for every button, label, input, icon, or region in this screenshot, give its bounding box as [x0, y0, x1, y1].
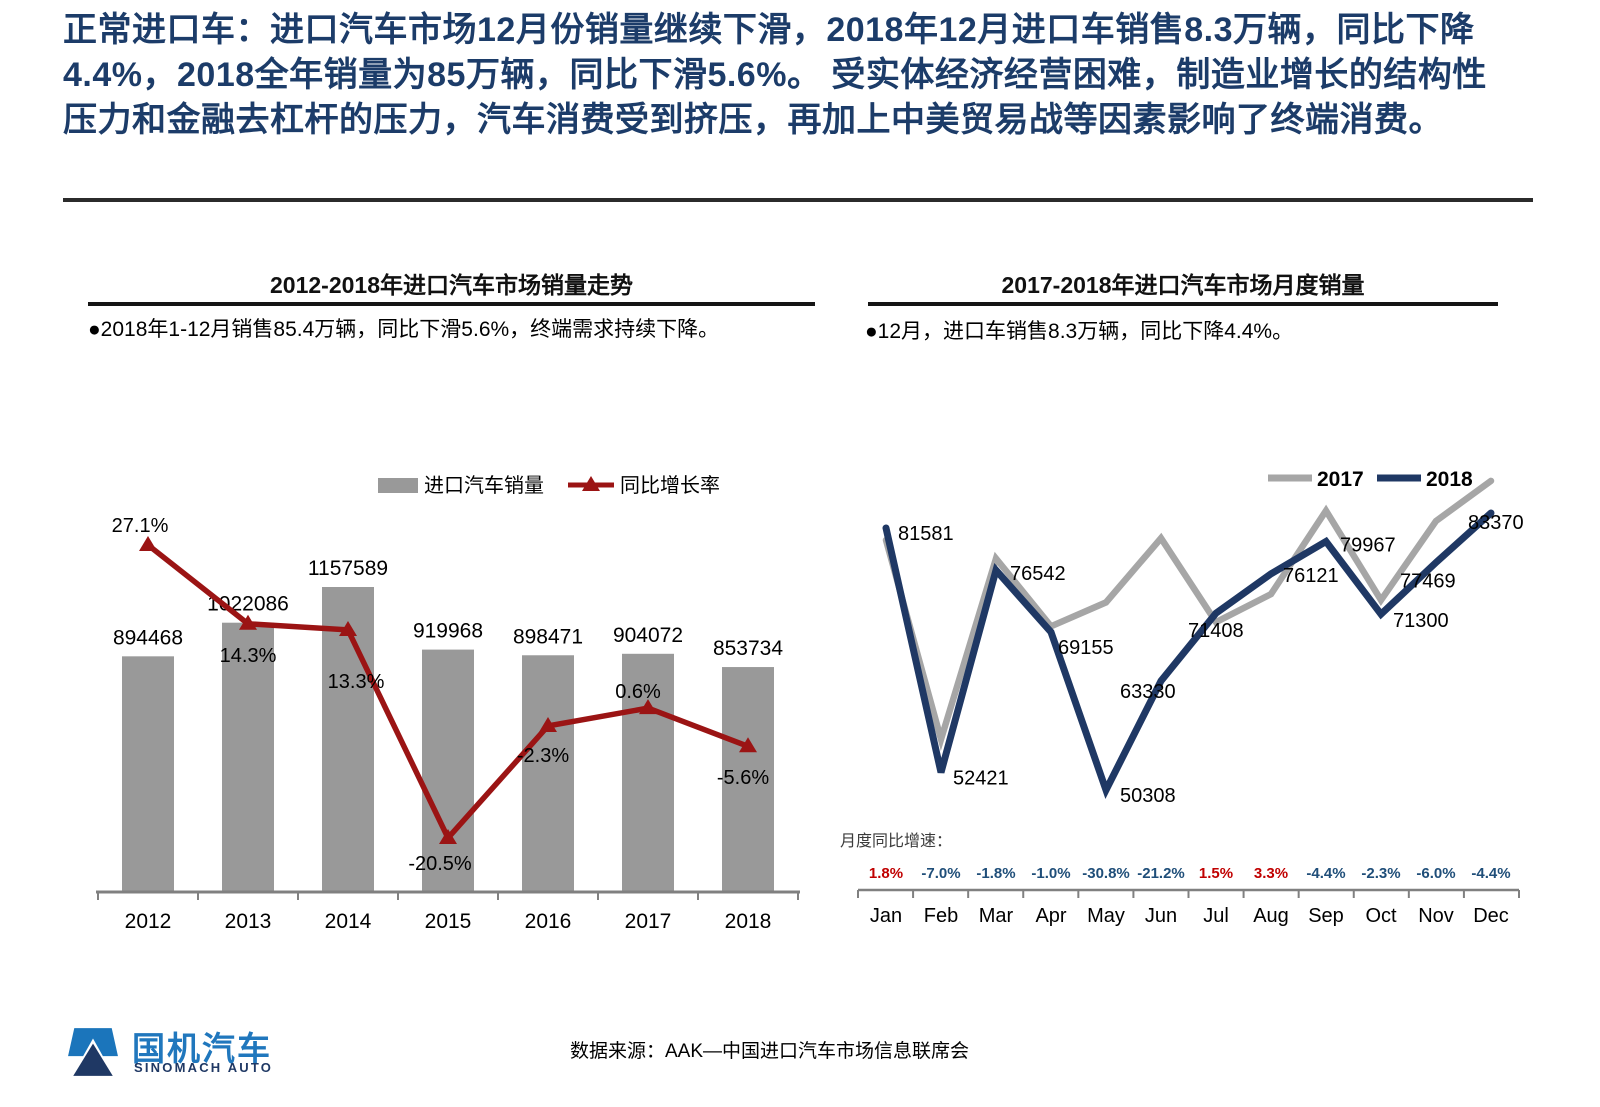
x-axis-month-label: Apr — [1035, 905, 1066, 927]
yoy-pct-label: -6.0% — [1416, 865, 1455, 882]
data-label-2018: 63330 — [1120, 681, 1176, 703]
yoy-row-title: 月度同比增速： — [840, 832, 952, 850]
data-label-2018: 76121 — [1283, 565, 1339, 587]
monthly-chart-title: 2017-2018年进口汽车市场月度销量 — [1001, 272, 1365, 298]
data-label-2018: 76542 — [1010, 563, 1066, 585]
x-axis-year-label: 2013 — [225, 910, 272, 933]
data-label-2018: 52421 — [953, 767, 1009, 789]
legend-bar-label: 进口汽车销量 — [424, 474, 544, 497]
bar-value-label: 898471 — [513, 625, 583, 648]
growth-line-marker — [539, 716, 557, 732]
yoy-pct-label: -30.8% — [1082, 865, 1130, 882]
bar-value-label: 904072 — [613, 624, 683, 647]
data-label-2018: 69155 — [1058, 637, 1114, 659]
bar-2014 — [322, 587, 374, 892]
monthly-sales-chart: 2017 2018 81581 52421 76542 69155 50308 63330 71… — [820, 440, 1560, 940]
monthly-chart-bullet: ●12月，进口车销售8.3万辆，同比下降4.4%。 — [865, 320, 1294, 343]
bar-2012 — [122, 656, 174, 892]
growth-pct-label: -20.5% — [408, 853, 472, 875]
bar-2016 — [522, 655, 574, 892]
growth-line-marker — [739, 737, 757, 753]
bar-value-label: 853734 — [713, 637, 783, 660]
data-label-2018: 83370 — [1468, 512, 1524, 534]
growth-line-marker — [439, 828, 457, 844]
growth-line-marker — [639, 699, 657, 715]
x-axis-month-label: Oct — [1365, 905, 1397, 927]
growth-line-marker — [239, 614, 257, 630]
x-axis-month-label: Jun — [1145, 905, 1177, 927]
data-label-2018: 71300 — [1393, 610, 1449, 632]
bar-value-label: 1157589 — [308, 557, 388, 580]
x-axis-month-label: May — [1087, 905, 1125, 927]
growth-line-marker — [139, 536, 157, 551]
logo-company-name-en: SINOMACH AUTO — [134, 1060, 274, 1075]
data-label-2018: 77469 — [1400, 570, 1456, 592]
logo-m-shape — [68, 1028, 118, 1057]
legend-bar-swatch — [378, 478, 418, 493]
yoy-pct-label: 3.3% — [1254, 865, 1288, 882]
yoy-pct-label: -4.4% — [1471, 865, 1510, 882]
legend-line-label: 同比增长率 — [620, 474, 720, 497]
line-2017 — [882, 477, 1495, 751]
data-source-note: 数据来源：AAK—中国进口汽车市场信息联席会 — [570, 1041, 970, 1062]
bar-2018 — [722, 667, 774, 892]
x-axis-year-label: 2018 — [725, 910, 772, 933]
sinomach-logo-icon — [68, 1028, 118, 1076]
legend-2018-label: 2018 — [1426, 468, 1473, 491]
data-label-2018: 71408 — [1188, 620, 1244, 642]
annual-chart-title: 2012-2018年进口汽车市场销量走势 — [270, 272, 633, 298]
annual-chart-title-underline — [88, 302, 815, 306]
yoy-pct-label: -7.0% — [921, 865, 960, 882]
annual-chart-bullet: ●2018年1-12月销售85.4万辆，同比下滑5.6%，终端需求持续下降。 — [88, 318, 720, 341]
yoy-pct-label: -1.8% — [976, 865, 1015, 882]
monthly-chart-title-underline — [868, 302, 1498, 306]
growth-pct-label: 27.1% — [112, 515, 169, 537]
growth-pct-label: 0.6% — [615, 681, 661, 703]
growth-pct-label: -5.6% — [717, 767, 769, 789]
x-axis-year-label: 2014 — [325, 910, 372, 933]
line-2018 — [882, 509, 1495, 800]
yoy-pct-label: -2.3% — [1361, 865, 1400, 882]
yoy-pct-label: 1.8% — [869, 865, 903, 882]
growth-line-marker — [339, 620, 357, 636]
x-axis-year-label: 2015 — [425, 910, 472, 933]
x-axis-year-label: 2017 — [625, 910, 672, 933]
logo-mountain-shape — [73, 1043, 113, 1076]
data-label-2018: 50308 — [1120, 785, 1176, 807]
monthly-chart-svg: 2017 2018 81581 52421 76542 69155 50308 63330 71… — [840, 468, 1524, 927]
logo-company-name: 国机汽车 — [132, 1030, 272, 1067]
bar-2013 — [222, 622, 274, 892]
x-axis-month-label: Jul — [1203, 905, 1229, 927]
growth-pct-label: 14.3% — [220, 645, 277, 667]
x-axis-year-label: 2016 — [525, 910, 572, 933]
x-axis-month-label: Jan — [870, 905, 902, 927]
yoy-pct-label: 1.5% — [1199, 865, 1233, 882]
legend-2017-label: 2017 — [1317, 468, 1364, 491]
legend-line-marker — [582, 476, 600, 491]
yoy-pct-label: -21.2% — [1137, 865, 1185, 882]
x-axis-year-label: 2012 — [125, 910, 172, 933]
x-axis-month-label: Dec — [1473, 905, 1509, 927]
bar-2017 — [622, 653, 674, 892]
page-title: 正常进口车：进口汽车市场12月份销量继续下滑，2018年12月进口车销售8.3万… — [63, 11, 1487, 139]
data-label-2018: 81581 — [898, 523, 954, 545]
x-axis-month-label: Aug — [1253, 905, 1289, 927]
x-axis-month-label: Sep — [1308, 905, 1344, 927]
x-axis-month-label: Feb — [924, 905, 958, 927]
header-divider — [63, 198, 1533, 202]
growth-pct-label: -2.3% — [517, 745, 569, 767]
data-label-2018: 79967 — [1340, 535, 1396, 557]
x-axis-month-label: Mar — [979, 905, 1014, 927]
growth-pct-label: 13.3% — [328, 671, 385, 693]
yoy-pct-label: -1.0% — [1031, 865, 1070, 882]
x-axis-month-label: Nov — [1418, 905, 1454, 927]
bar-value-label: 919968 — [413, 620, 483, 643]
yoy-pct-label: -4.4% — [1306, 865, 1345, 882]
annual-sales-chart: 进口汽车销量 同比增长率 894468 1022086 1157589 919968 898… — [88, 440, 812, 940]
bar-2015 — [422, 649, 474, 892]
bar-value-label: 894468 — [113, 626, 183, 649]
